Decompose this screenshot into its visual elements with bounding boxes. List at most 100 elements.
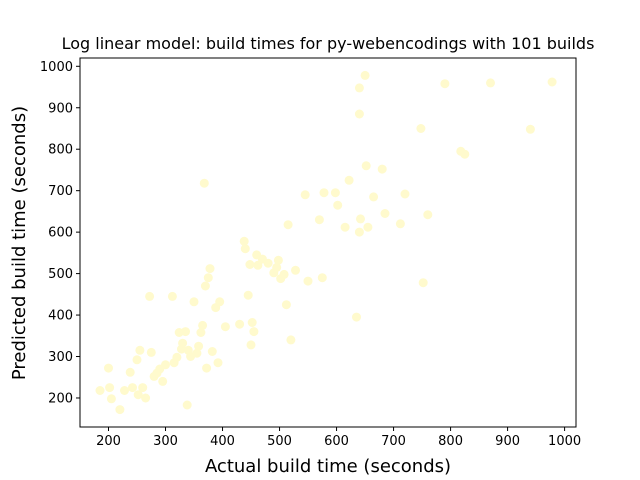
y-tick-label: 300 (48, 350, 73, 365)
data-point (273, 255, 283, 265)
data-point (146, 347, 156, 357)
data-point (192, 348, 202, 358)
data-point (395, 219, 405, 229)
data-point (354, 109, 364, 119)
data-point (380, 209, 390, 218)
data-point (330, 188, 340, 198)
data-point (158, 376, 168, 386)
data-point (418, 278, 428, 288)
x-axis: 200 300 400 500 600 700 800 900 1000 (96, 427, 581, 449)
data-point (115, 405, 125, 415)
data-point (167, 291, 177, 301)
data-point (356, 214, 365, 224)
data-point (125, 367, 135, 377)
data-point (354, 83, 364, 93)
data-point (181, 327, 190, 337)
data-point (196, 328, 206, 337)
y-axis-label: Predicted build time (seconds) (9, 106, 30, 380)
data-point (319, 188, 329, 198)
y-tick-label: 600 (48, 226, 73, 241)
x-tick-label: 400 (210, 434, 235, 449)
data-point (281, 300, 291, 310)
x-tick-label: 800 (438, 434, 463, 449)
plot-area-frame (79, 57, 577, 428)
data-point (344, 175, 354, 185)
x-axis-label: Actual build time (seconds) (205, 456, 451, 477)
y-tick-label: 400 (48, 309, 73, 324)
points-layer (95, 70, 557, 415)
data-point (199, 178, 209, 188)
y-tick-label: 800 (48, 143, 73, 158)
data-point (198, 320, 208, 330)
data-point (105, 383, 115, 393)
data-point (207, 347, 217, 356)
data-point (303, 276, 313, 286)
data-point (240, 244, 250, 254)
data-point (95, 386, 105, 395)
data-point (245, 260, 255, 269)
data-point (243, 290, 253, 300)
data-point (220, 322, 230, 332)
data-point (286, 335, 296, 345)
y-tick-label: 500 (48, 267, 73, 282)
data-point (106, 394, 116, 404)
data-point (400, 189, 410, 199)
data-point (377, 164, 387, 174)
x-tick-label: 1000 (548, 434, 581, 449)
data-point (340, 222, 350, 232)
data-point (361, 161, 371, 171)
data-point (200, 281, 210, 291)
data-point (272, 262, 282, 272)
data-point (203, 273, 213, 283)
data-point (547, 77, 557, 87)
data-point (369, 192, 379, 202)
data-point (300, 190, 310, 200)
data-point (525, 124, 535, 134)
data-point (249, 327, 259, 337)
y-tick-label: 1000 (40, 60, 73, 75)
data-point (239, 236, 249, 246)
data-point (141, 393, 151, 403)
data-point (182, 400, 192, 410)
y-axis: 200 300 400 500 600 700 800 900 1000 (40, 60, 80, 406)
data-point (161, 360, 170, 370)
data-point (263, 258, 273, 268)
data-point (354, 227, 364, 237)
data-point (247, 318, 257, 327)
data-point (189, 297, 199, 307)
y-tick-label: 700 (48, 184, 73, 199)
data-point (360, 70, 370, 80)
x-tick-label: 300 (153, 434, 178, 449)
data-point (194, 341, 204, 351)
data-point (460, 149, 470, 159)
data-point (133, 390, 143, 400)
x-tick-label: 600 (324, 434, 349, 449)
data-point (246, 340, 256, 350)
data-point (235, 319, 245, 329)
data-point (314, 215, 324, 225)
data-point (215, 297, 225, 307)
data-point (132, 355, 142, 365)
data-point (128, 383, 137, 393)
data-point (145, 291, 155, 301)
data-point (317, 273, 327, 283)
x-tick-label: 700 (381, 434, 406, 449)
data-point (416, 124, 426, 133)
y-tick-label: 900 (48, 101, 73, 116)
data-point (172, 352, 182, 362)
data-point (135, 345, 145, 355)
data-point (363, 222, 373, 232)
data-point (423, 210, 433, 220)
y-tick-label: 200 (48, 391, 73, 406)
data-point (120, 386, 129, 395)
data-point (333, 200, 343, 210)
chart-title: Log linear model: build times for py-web… (62, 34, 595, 53)
data-point (104, 363, 113, 373)
data-point (205, 264, 215, 274)
data-point (178, 338, 188, 348)
data-point (283, 220, 293, 230)
data-point (352, 312, 361, 322)
data-point (440, 79, 450, 89)
data-point (279, 269, 289, 279)
